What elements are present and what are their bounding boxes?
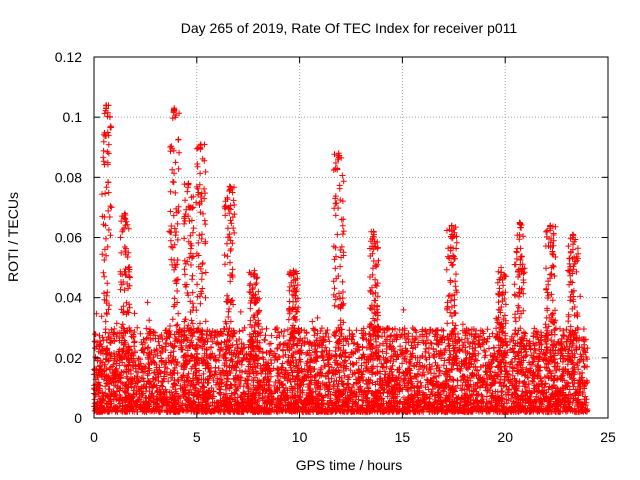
x-axis-label: GPS time / hours — [296, 457, 403, 473]
y-tick-label: 0.1 — [63, 109, 83, 125]
y-tick-label: 0.08 — [55, 169, 82, 185]
y-tick-label: 0.04 — [55, 290, 82, 306]
x-tick-labels: 0 5 10 15 20 25 — [90, 429, 616, 445]
x-tick-label: 5 — [193, 429, 201, 445]
axis-ticks — [93, 56, 609, 419]
peak-point — [570, 231, 577, 238]
y-tick-label: 0 — [74, 410, 82, 426]
peak-point — [547, 222, 554, 229]
peak-point — [448, 222, 455, 229]
y-axis-label: ROTI / TECUs — [5, 192, 21, 282]
x-tick-label: 10 — [292, 429, 308, 445]
peak-point — [370, 228, 377, 235]
y-tick-label: 0.06 — [55, 230, 82, 246]
peak-point — [171, 105, 178, 112]
peak-point — [498, 264, 505, 271]
y-tick-label: 0.02 — [55, 350, 82, 366]
peak-point — [226, 183, 233, 190]
roti-markers — [91, 102, 591, 415]
x-tick-label: 0 — [90, 429, 98, 445]
peak-point — [197, 141, 204, 148]
y-tick-labels: 0 0.02 0.04 0.06 0.08 0.1 0.12 — [55, 49, 82, 426]
peak-point — [185, 180, 192, 187]
peak-point — [516, 219, 523, 226]
chart-title: Day 265 of 2019, Rate Of TEC Index for r… — [181, 20, 518, 36]
x-tick-label: 25 — [600, 429, 616, 445]
y-tick-label: 0.12 — [55, 49, 82, 65]
peak-point — [290, 267, 297, 274]
x-tick-label: 15 — [395, 429, 411, 445]
peak-point — [121, 210, 128, 217]
peak-point — [251, 267, 258, 274]
data-points — [91, 102, 591, 415]
x-tick-label: 20 — [497, 429, 513, 445]
peak-point — [335, 150, 342, 157]
peak-point — [103, 102, 110, 109]
